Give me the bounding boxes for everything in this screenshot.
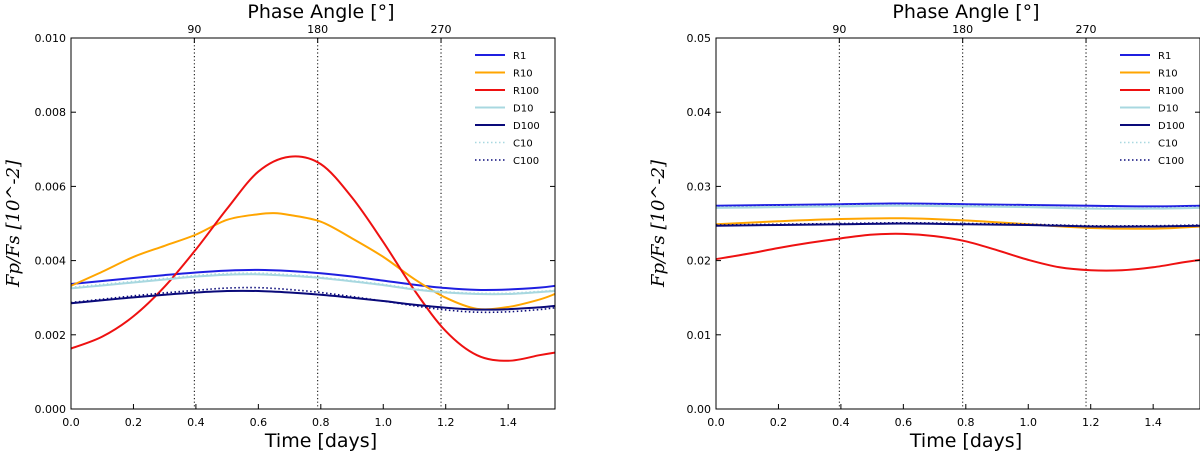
y-tick-label: 0.04 [687, 106, 712, 119]
axes-frame [715, 37, 1200, 410]
x-tick-label: 0.4 [187, 416, 205, 429]
x-tick-label: 0.4 [832, 416, 850, 429]
legend-label-d10: D10 [1158, 104, 1178, 115]
y-tick-label: 0.00 [687, 403, 712, 416]
series-line-c10 [71, 272, 555, 295]
legend-label-c10: C10 [513, 139, 533, 150]
top-tick-label: 180 [952, 23, 973, 36]
y-tick-label: 0.004 [35, 255, 67, 268]
x-axis-label: Time [days] [909, 430, 1022, 452]
x-axis-label: Time [days] [264, 430, 377, 452]
x-tick-label: 0.6 [895, 416, 913, 429]
series-line-c100 [716, 221, 1200, 227]
series-line-r1 [716, 202, 1200, 208]
top-axis-label: Phase Angle [°] [247, 1, 394, 23]
legend-label-c10: C10 [1158, 139, 1178, 150]
x-tick-label: 0.0 [62, 416, 80, 429]
x-tick-label: 1.2 [437, 416, 455, 429]
x-tick-label: 0.6 [250, 416, 268, 429]
y-tick-label: 0.006 [35, 180, 67, 193]
x-tick-label: 0.0 [707, 416, 725, 429]
top-axis-label: Phase Angle [°] [892, 1, 1039, 23]
legend-label-c100: C100 [513, 156, 539, 167]
top-tick-label: 270 [431, 23, 452, 36]
y-axis-label: Fp/Fs [10^-2] [3, 159, 24, 288]
series-group [71, 155, 555, 362]
series-line-r1 [71, 268, 555, 292]
x-tick-label: 1.0 [1020, 416, 1038, 429]
legend-label-d100: D100 [513, 121, 540, 132]
y-tick-label: 0.03 [687, 180, 712, 193]
top-tick-label: 270 [1076, 23, 1097, 36]
x-tick-label: 0.8 [312, 416, 330, 429]
right-panel: 0.0 0.2 0.4 0.6 0.8 1.0 1.2 1.4 0.00 0.01 0.02 0.03… [648, 1, 1200, 452]
legend-label-r100: R100 [513, 86, 539, 97]
y-tick-label: 0.05 [687, 32, 712, 45]
x-tick-label: 0.2 [770, 416, 788, 429]
legend-label-r1: R1 [513, 51, 526, 62]
x-tick-label: 1.2 [1082, 416, 1100, 429]
legend-label-r10: R10 [513, 69, 533, 80]
x-tick-label: 0.2 [125, 416, 143, 429]
series-line-c100 [71, 286, 555, 314]
top-tick-label: 180 [307, 23, 328, 36]
x-tick-label: 1.4 [1144, 416, 1162, 429]
x-tick-label: 1.4 [499, 416, 517, 429]
y-tick-label: 0.01 [687, 329, 712, 342]
legend-label-d100: D100 [1158, 121, 1185, 132]
top-tick-label: 90 [832, 23, 846, 36]
y-tick-label: 0.008 [35, 106, 67, 119]
series-line-r100 [71, 155, 555, 362]
y-tick-label: 0.010 [35, 32, 67, 45]
series-line-c10 [716, 204, 1200, 209]
x-tick-label: 0.8 [957, 416, 975, 429]
series-line-r100 [716, 232, 1200, 272]
left-panel: 0.0 0.2 0.4 0.6 0.8 1.0 1.2 1.4 0.000 0.002 0.004 0… [3, 1, 556, 452]
series-group [716, 202, 1200, 272]
y-tick-label: 0.02 [687, 255, 712, 268]
x-tick-label: 1.0 [375, 416, 393, 429]
legend: R1 R10 R100 D10 D100 C10 C100 [1120, 51, 1185, 167]
legend-label-c100: C100 [1158, 156, 1184, 167]
legend-label-r1: R1 [1158, 51, 1171, 62]
legend-label-r100: R100 [1158, 86, 1184, 97]
y-tick-label: 0.000 [35, 403, 67, 416]
series-line-d100 [71, 289, 555, 311]
y-tick-label: 0.002 [35, 329, 67, 342]
legend: R1 R10 R100 D10 D100 C10 C100 [475, 51, 540, 167]
legend-label-r10: R10 [1158, 69, 1178, 80]
series-line-r10 [716, 217, 1200, 230]
top-tick-label: 90 [187, 23, 201, 36]
y-axis-label: Fp/Fs [10^-2] [648, 159, 669, 288]
axes-frame [70, 37, 556, 410]
legend-label-d10: D10 [513, 104, 533, 115]
